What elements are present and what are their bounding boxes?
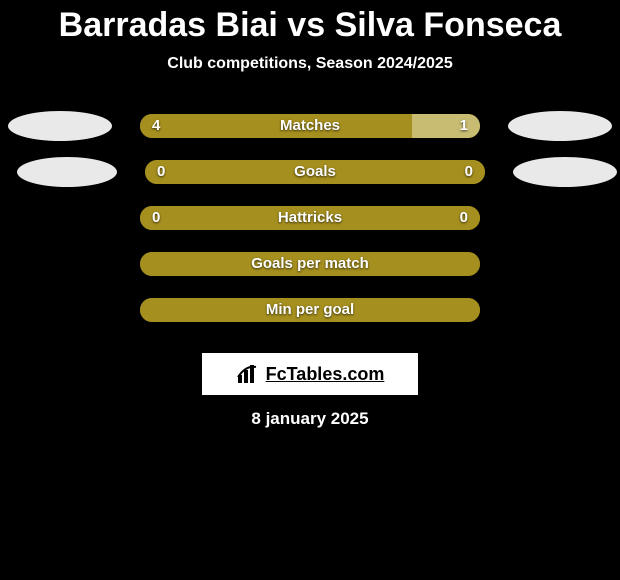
stat-row-matches: 4 Matches 1 bbox=[0, 103, 620, 149]
stat-value-right: 0 bbox=[460, 206, 468, 230]
comparison-widget: Barradas Biai vs Silva Fonseca Club comp… bbox=[0, 0, 620, 580]
stat-bar-matches: 4 Matches 1 bbox=[140, 114, 480, 138]
avatar-left-placeholder bbox=[8, 111, 112, 141]
avatar-right-placeholder bbox=[513, 157, 617, 187]
stat-row-goals: 0 Goals 0 bbox=[0, 149, 620, 195]
avatar-right-placeholder bbox=[508, 111, 612, 141]
bar-chart-icon bbox=[236, 363, 262, 385]
stat-bar-goals-per-match: Goals per match bbox=[140, 252, 480, 276]
avatar-left-placeholder bbox=[17, 157, 117, 187]
stat-value-right: 1 bbox=[460, 114, 468, 138]
stat-bar-min-per-goal: Min per goal bbox=[140, 298, 480, 322]
stat-label: Hattricks bbox=[140, 206, 480, 230]
stat-row-goals-per-match: Goals per match bbox=[0, 241, 620, 287]
page-title: Barradas Biai vs Silva Fonseca bbox=[0, 0, 620, 45]
stat-row-hattricks: 0 Hattricks 0 bbox=[0, 195, 620, 241]
stat-label: Goals per match bbox=[140, 252, 480, 276]
fctables-logo-link[interactable]: FcTables.com bbox=[202, 353, 418, 395]
stat-label: Min per goal bbox=[140, 298, 480, 322]
stat-value-right: 0 bbox=[465, 160, 473, 184]
stat-label: Goals bbox=[145, 160, 485, 184]
page-subtitle: Club competitions, Season 2024/2025 bbox=[0, 55, 620, 73]
logo-text: FcTables.com bbox=[266, 364, 385, 385]
stat-bar-hattricks: 0 Hattricks 0 bbox=[140, 206, 480, 230]
stat-rows: 4 Matches 1 0 Goals 0 bbox=[0, 103, 620, 333]
stat-row-min-per-goal: Min per goal bbox=[0, 287, 620, 333]
snapshot-date: 8 january 2025 bbox=[0, 409, 620, 429]
stat-label: Matches bbox=[140, 114, 480, 138]
stat-bar-goals: 0 Goals 0 bbox=[145, 160, 485, 184]
